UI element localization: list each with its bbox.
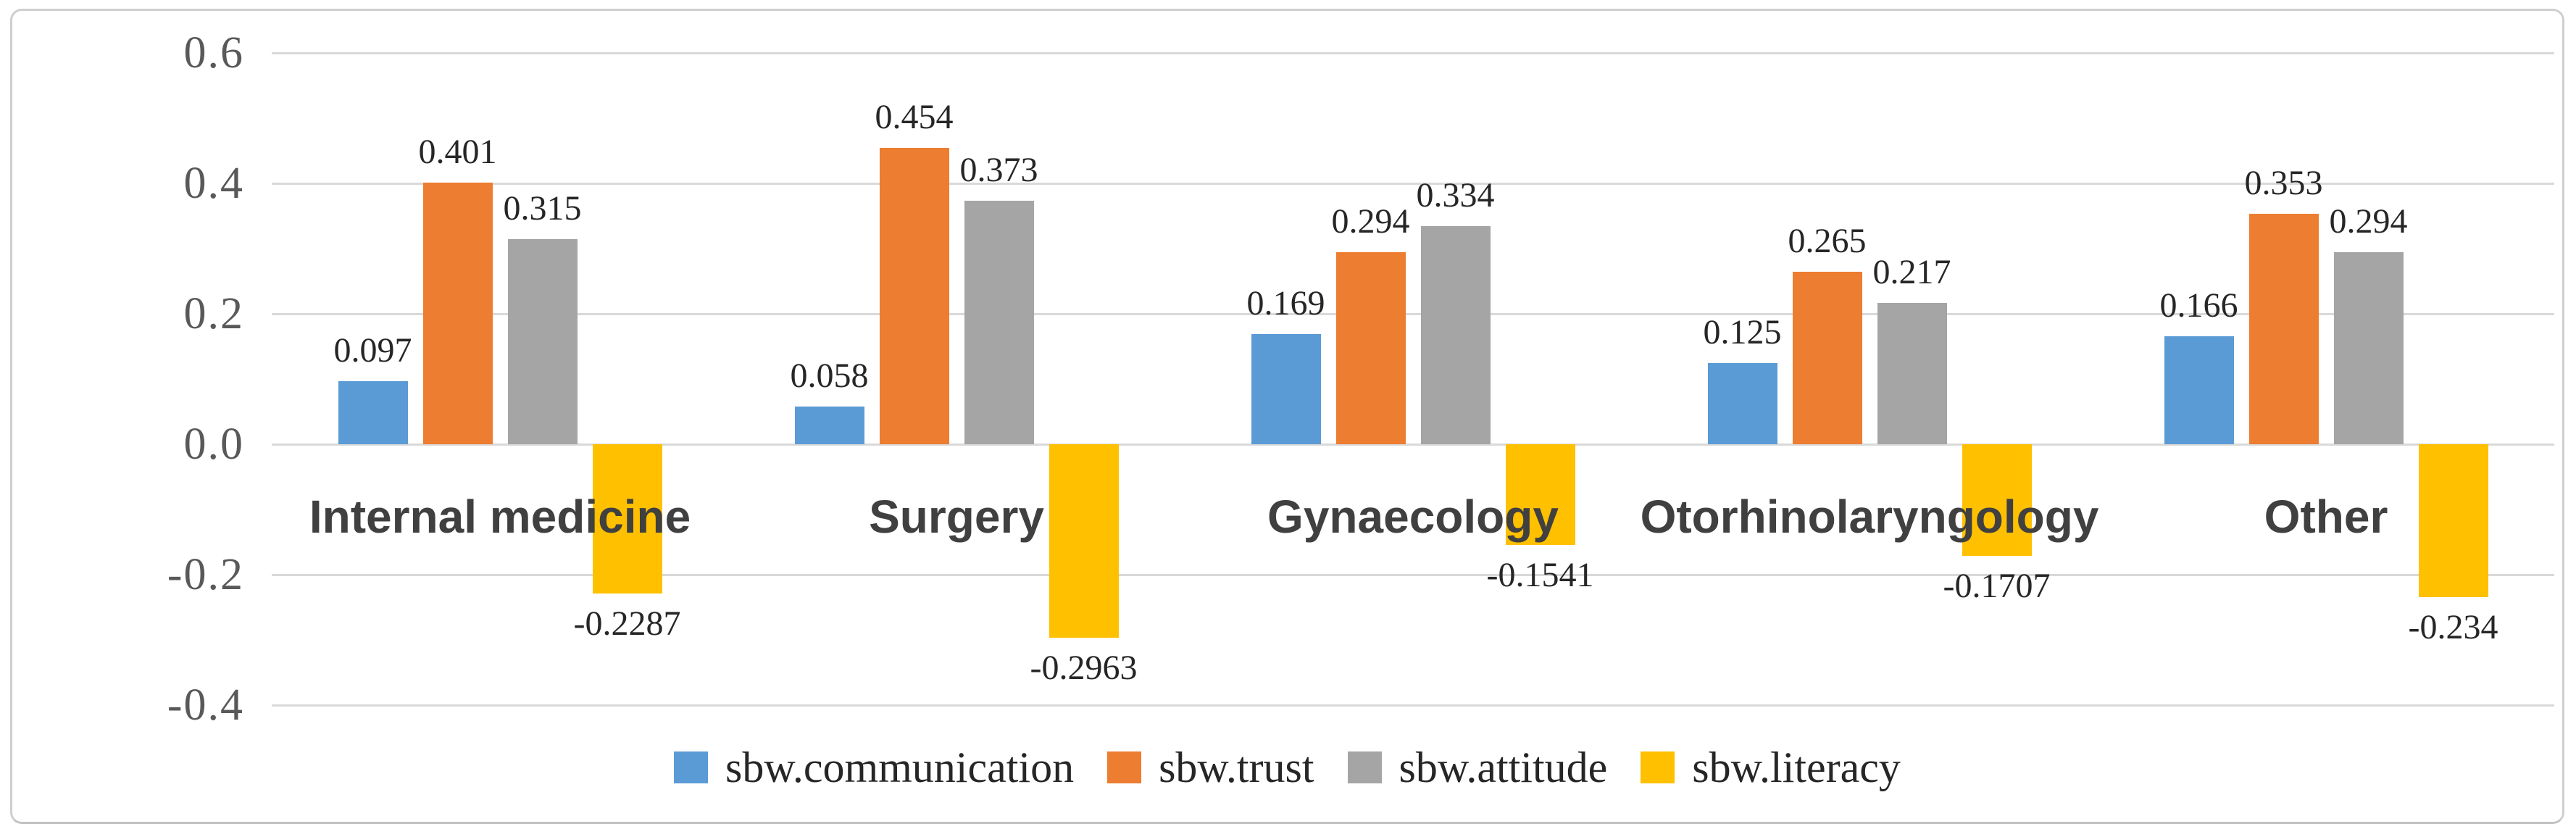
category-label-internal-medicine: Internal medicine	[309, 491, 691, 543]
bar-sbw.literacy	[1505, 444, 1575, 545]
bar-sbw.attitude	[1420, 226, 1491, 444]
legend-label: sbw.communication	[725, 744, 1075, 791]
category-label-other: Other	[2264, 491, 2388, 543]
data-label: 0.265	[1788, 221, 1867, 260]
legend-swatch-icon	[1347, 751, 1382, 783]
gridline	[272, 52, 2554, 54]
chart-legend: sbw.communication sbw.trust sbw.attitude sb…	[12, 737, 2562, 798]
data-label: -0.1707	[1943, 566, 2051, 605]
legend-label: sbw.literacy	[1692, 744, 1901, 791]
legend-swatch-icon	[674, 751, 709, 783]
legend-item-sbw.literacy: sbw.literacy	[1641, 742, 1901, 793]
bar-sbw.attitude	[2333, 252, 2404, 444]
bar-sbw.attitude	[964, 201, 1034, 444]
bar-sbw.communication	[1707, 362, 1777, 444]
bar-sbw.trust	[1792, 271, 1862, 444]
bar-sbw.communication	[1251, 333, 1321, 444]
bar-sbw.trust	[1335, 252, 1406, 444]
gridline	[272, 704, 2554, 707]
bar-sbw.communication	[794, 406, 864, 444]
data-label: 0.373	[959, 151, 1038, 190]
legend-swatch-icon	[1107, 751, 1142, 783]
data-label: 0.169	[1246, 283, 1325, 322]
category-label-surgery: Surgery	[869, 491, 1044, 543]
data-label: 0.294	[2329, 202, 2408, 241]
bar-sbw.trust	[2248, 214, 2319, 444]
data-label: 0.294	[1331, 202, 1410, 241]
data-label: 0.097	[333, 330, 412, 370]
data-label: -0.2963	[1030, 648, 1138, 687]
data-label: 0.454	[875, 98, 954, 137]
data-label: 0.217	[1872, 252, 1951, 291]
y-axis-tick-label: 0.6	[183, 28, 244, 78]
y-axis-tick-label: -0.4	[167, 680, 244, 730]
data-label: 0.315	[503, 188, 582, 228]
data-label: 0.353	[2244, 164, 2323, 203]
legend-item-sbw.attitude: sbw.attitude	[1347, 742, 1608, 793]
data-label: 0.058	[790, 356, 869, 395]
y-axis-tick-label: 0.0	[183, 420, 244, 469]
legend-label: sbw.attitude	[1399, 744, 1608, 791]
bar-sbw.literacy	[1049, 444, 1119, 638]
data-label: 0.166	[2159, 286, 2238, 325]
gridline	[272, 444, 2554, 446]
legend-item-sbw.trust: sbw.trust	[1107, 742, 1314, 793]
bar-sbw.communication	[338, 380, 408, 444]
data-label: -0.1541	[1486, 555, 1594, 594]
y-axis-tick-label: 0.2	[183, 289, 244, 338]
data-label: 0.334	[1416, 176, 1495, 215]
category-label-otorhinolaryngology: Otorhinolaryngology	[1640, 491, 2099, 543]
bar-sbw.literacy	[592, 444, 662, 594]
gridline	[272, 313, 2554, 315]
legend-swatch-icon	[1641, 751, 1675, 783]
bar-sbw.communication	[2164, 336, 2234, 444]
bar-sbw.literacy	[2418, 444, 2488, 597]
bar-sbw.attitude	[507, 238, 578, 444]
data-label: 0.125	[1703, 312, 1782, 351]
bar-sbw.literacy	[1962, 444, 2032, 556]
data-label: -0.2287	[573, 604, 681, 643]
data-label: 0.401	[418, 133, 497, 172]
chart-frame: 0.6 0.4 0.2 0.0 -0.2 -0.4 0.097 0.401 0.315 -0.22…	[10, 9, 2564, 824]
bar-sbw.trust	[422, 183, 493, 444]
y-axis-tick-label: 0.4	[183, 159, 244, 208]
bar-sbw.attitude	[1877, 302, 1947, 444]
gridline	[272, 574, 2554, 576]
y-axis-tick-label: -0.2	[167, 550, 244, 599]
gridline	[272, 183, 2554, 185]
category-label-gynaecology: Gynaecology	[1267, 491, 1559, 543]
data-label: -0.234	[2408, 607, 2498, 646]
legend-label: sbw.trust	[1159, 744, 1314, 791]
bar-sbw.trust	[879, 148, 949, 444]
legend-item-sbw.communication: sbw.communication	[674, 742, 1074, 793]
